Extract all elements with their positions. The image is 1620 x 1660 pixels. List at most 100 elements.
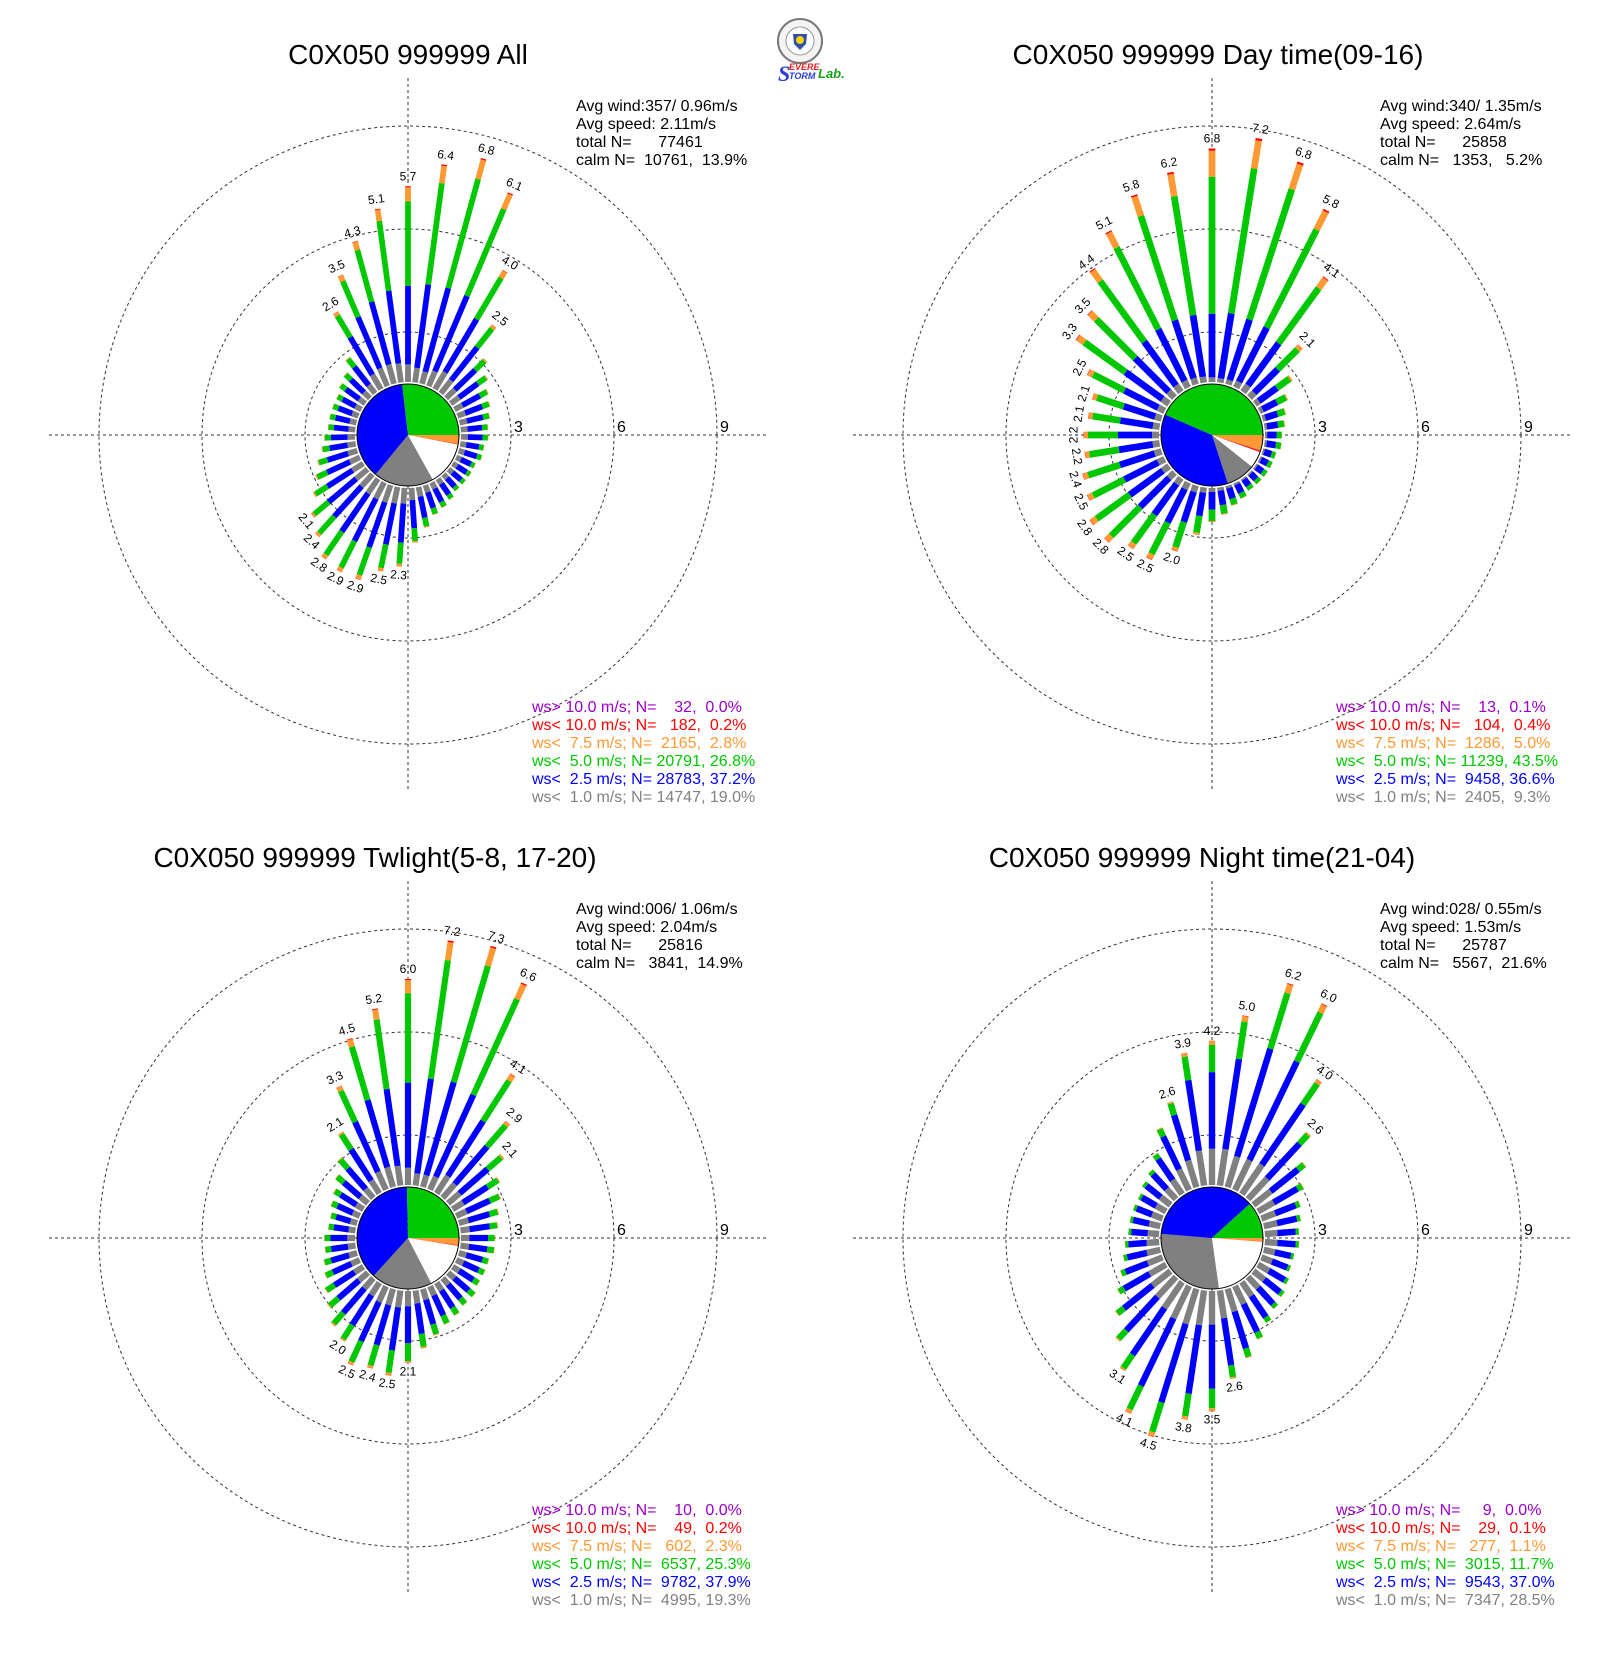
bar-segment bbox=[471, 1292, 476, 1298]
bar-total-label: 4.2 bbox=[1204, 1024, 1221, 1038]
direction-bar bbox=[1128, 1228, 1160, 1238]
bar-segment bbox=[1300, 1082, 1320, 1107]
bar-segment bbox=[438, 378, 454, 396]
legend-entry: ws< 10.0 m/s; N= 49, 0.2% bbox=[531, 1520, 742, 1537]
bar-segment bbox=[452, 484, 460, 492]
legend-entry: ws< 7.5 m/s; N= 2165, 2.8% bbox=[531, 735, 746, 752]
ring-2 bbox=[201, 1031, 615, 1445]
bar-segment bbox=[1146, 1246, 1161, 1256]
bar-segment bbox=[1234, 482, 1245, 494]
bar-segment bbox=[427, 959, 451, 1080]
bar-segment bbox=[330, 434, 348, 441]
bar-segment bbox=[1242, 1347, 1252, 1358]
direction-bar: 2.2 bbox=[1067, 426, 1159, 443]
bar-segment bbox=[1150, 1211, 1164, 1222]
bar-segment bbox=[1246, 1060, 1300, 1162]
bar-segment bbox=[1283, 420, 1286, 427]
legend-entry: ws< 5.0 m/s; N= 3015, 11.7% bbox=[1335, 1556, 1554, 1573]
bar-segment bbox=[1283, 1277, 1289, 1285]
bar-segment bbox=[1092, 412, 1121, 424]
bar-segment bbox=[487, 434, 489, 441]
bar-segment bbox=[404, 1167, 412, 1185]
bar-segment bbox=[327, 424, 329, 430]
pie-slice bbox=[1212, 435, 1260, 467]
direction-bar bbox=[457, 448, 483, 461]
bar-segment bbox=[1224, 1155, 1241, 1189]
bar-segment bbox=[1263, 1246, 1276, 1256]
bar-segment bbox=[473, 359, 487, 373]
bar-segment bbox=[1181, 480, 1191, 491]
bar-segment bbox=[315, 533, 320, 538]
direction-bar: 5.1 bbox=[367, 191, 404, 383]
bar-segment bbox=[488, 1234, 495, 1242]
bar-segment bbox=[1217, 312, 1235, 379]
stat-calm: calm N= 5567, 21.6% bbox=[1380, 955, 1547, 972]
bar-segment bbox=[456, 410, 467, 419]
pie-slice bbox=[1212, 435, 1261, 452]
bar-segment bbox=[1254, 1330, 1263, 1340]
bar-segment bbox=[333, 1224, 350, 1233]
ring-3 bbox=[98, 928, 718, 1548]
bar-segment bbox=[449, 496, 454, 501]
direction-bar: 2.0 bbox=[327, 1280, 382, 1358]
bar-segment bbox=[1283, 408, 1287, 415]
bar-segment bbox=[1300, 1183, 1305, 1189]
bar-segment bbox=[452, 368, 478, 392]
logo-line1: EVERE bbox=[789, 62, 821, 72]
bar-segment bbox=[485, 388, 489, 395]
bar-segment bbox=[460, 1242, 470, 1250]
bar-segment bbox=[433, 1333, 440, 1336]
stat-avg-speed: Avg speed: 2.04m/s bbox=[576, 919, 717, 936]
bar-segment bbox=[339, 491, 371, 534]
bar-segment bbox=[1265, 431, 1268, 439]
direction-bar: 2.4 bbox=[358, 1288, 396, 1385]
direction-bar bbox=[1233, 480, 1247, 499]
bar-segment bbox=[1254, 464, 1265, 475]
bar-segment bbox=[1277, 1239, 1296, 1248]
direction-bar bbox=[1224, 1287, 1252, 1359]
bar-segment bbox=[364, 1099, 391, 1169]
bar-segment bbox=[1208, 1044, 1216, 1073]
direction-bar bbox=[456, 401, 491, 419]
bar-segment bbox=[394, 1165, 404, 1186]
bar-segment bbox=[1245, 483, 1254, 491]
bar-segment bbox=[457, 381, 480, 400]
bar-segment bbox=[355, 577, 361, 581]
bar-segment bbox=[1094, 492, 1132, 522]
bar-segment bbox=[1233, 480, 1241, 486]
bar-segment bbox=[1252, 398, 1261, 407]
pie-slice bbox=[408, 435, 459, 444]
bar-segment bbox=[467, 434, 483, 441]
bar-segment bbox=[329, 413, 337, 421]
ring-3 bbox=[98, 125, 718, 745]
bar-segment bbox=[1229, 1376, 1237, 1379]
bar-segment bbox=[1261, 399, 1279, 413]
bar-segment bbox=[440, 1182, 458, 1200]
bar-segment bbox=[1296, 1214, 1301, 1222]
bar-segment bbox=[485, 1155, 503, 1172]
direction-bar: 2.5 bbox=[378, 1290, 404, 1392]
bar-segment bbox=[1229, 497, 1238, 506]
pie-slice bbox=[1161, 414, 1228, 486]
bar-segment bbox=[1274, 376, 1292, 391]
bar-segment bbox=[455, 463, 468, 475]
bar-total-label: 5.2 bbox=[364, 991, 383, 1007]
bar-segment bbox=[1240, 475, 1247, 482]
direction-bar bbox=[454, 1193, 502, 1219]
bar-segment bbox=[1152, 422, 1161, 430]
bar-segment bbox=[1185, 1079, 1202, 1152]
bar-segment bbox=[330, 1212, 337, 1220]
bar-segment bbox=[405, 201, 411, 286]
speed-class-pie bbox=[1160, 383, 1264, 487]
bar-segment bbox=[1208, 176, 1216, 314]
bar-segment bbox=[1287, 375, 1293, 382]
stat-avg-wind: Avg wind:357/ 0.96m/s bbox=[576, 98, 738, 115]
direction-bar bbox=[1264, 1238, 1300, 1248]
bar-segment bbox=[405, 187, 411, 202]
bar-segment bbox=[446, 1191, 462, 1206]
stat-avg-speed: Avg speed: 2.11m/s bbox=[576, 116, 716, 133]
bar-segment bbox=[420, 1174, 430, 1188]
bar-segment bbox=[461, 1184, 489, 1206]
bar-segment bbox=[1264, 410, 1279, 421]
bar-segment bbox=[1245, 341, 1282, 388]
